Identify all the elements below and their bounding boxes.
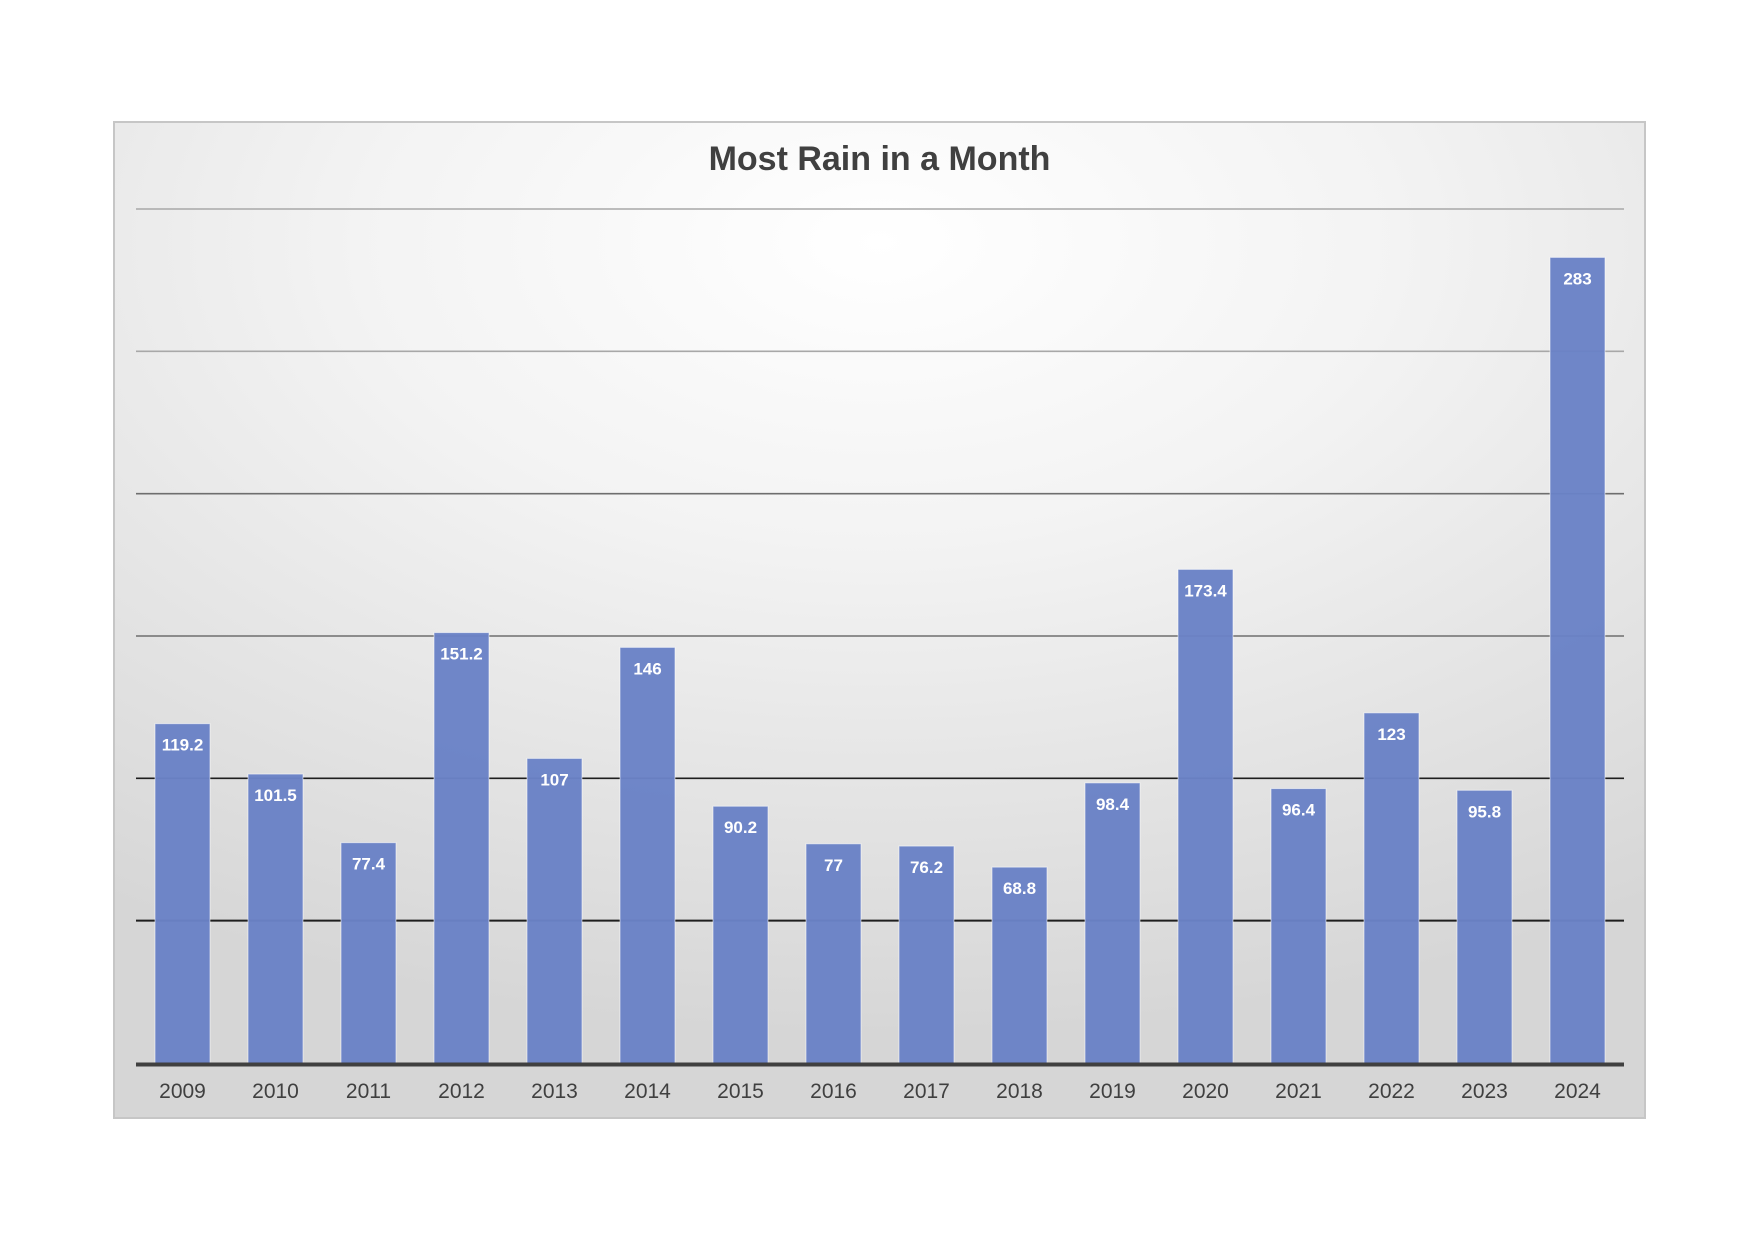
bar-2023 bbox=[1456, 789, 1513, 1064]
x-tick-label-2022: 2022 bbox=[1368, 1080, 1415, 1103]
bar-2015 bbox=[712, 805, 769, 1064]
x-tick-label-2014: 2014 bbox=[624, 1080, 671, 1103]
bar-2010 bbox=[247, 773, 304, 1064]
bar-2011 bbox=[340, 842, 397, 1064]
x-tick-label-2016: 2016 bbox=[810, 1080, 857, 1103]
x-tick-label-2015: 2015 bbox=[717, 1080, 764, 1103]
bar-value-label-2009: 119.2 bbox=[162, 736, 204, 755]
x-tick-label-2017: 2017 bbox=[903, 1080, 950, 1103]
x-tick-label-2009: 2009 bbox=[159, 1080, 206, 1103]
bar-value-label-2023: 95.8 bbox=[1468, 802, 1501, 821]
x-tick-label-2010: 2010 bbox=[252, 1080, 299, 1103]
bar-2013 bbox=[526, 757, 583, 1064]
bar-2024 bbox=[1549, 256, 1606, 1064]
bar-2012 bbox=[433, 632, 490, 1064]
bar-value-labels: 119.2 101.5 77.4 151.2 107 146 90.2 77 76.2 68.8 9… bbox=[162, 269, 1592, 898]
bar-value-label-2017: 76.2 bbox=[910, 858, 943, 877]
bar-value-label-2020: 173.4 bbox=[1184, 581, 1227, 600]
bar-2009 bbox=[154, 723, 211, 1064]
bar-2017 bbox=[898, 845, 955, 1064]
bar-2021 bbox=[1270, 788, 1327, 1064]
bar-value-label-2013: 107 bbox=[540, 770, 568, 789]
bar-2014 bbox=[619, 646, 676, 1064]
bar-2022 bbox=[1363, 712, 1420, 1064]
x-tick-label-2011: 2011 bbox=[346, 1080, 391, 1103]
chart-title: Most Rain in a Month bbox=[708, 140, 1051, 178]
x-tick-label-2021: 2021 bbox=[1275, 1080, 1322, 1103]
bar-value-label-2016: 77 bbox=[824, 856, 843, 875]
bar-value-label-2024: 283 bbox=[1563, 269, 1591, 288]
x-axis-tick-labels: 2009 2010 2011 2012 2013 2014 2015 2016 2017 2018… bbox=[159, 1080, 1601, 1103]
bar-value-label-2014: 146 bbox=[633, 659, 661, 678]
bar-value-label-2015: 90.2 bbox=[724, 818, 757, 837]
bar-2020 bbox=[1177, 568, 1234, 1064]
x-tick-label-2013: 2013 bbox=[531, 1080, 578, 1103]
bar-value-label-2012: 151.2 bbox=[440, 645, 483, 664]
bar-2019 bbox=[1084, 782, 1141, 1064]
bar-2016 bbox=[805, 843, 862, 1064]
bars bbox=[154, 256, 1606, 1064]
bar-value-label-2022: 123 bbox=[1377, 725, 1405, 744]
x-tick-label-2019: 2019 bbox=[1089, 1080, 1136, 1103]
x-tick-label-2020: 2020 bbox=[1182, 1080, 1229, 1103]
bar-value-label-2018: 68.8 bbox=[1003, 879, 1036, 898]
bar-value-label-2019: 98.4 bbox=[1096, 795, 1130, 814]
gridlines bbox=[136, 208, 1624, 922]
x-tick-label-2018: 2018 bbox=[996, 1080, 1043, 1103]
bar-value-label-2021: 96.4 bbox=[1282, 801, 1316, 820]
x-tick-label-2023: 2023 bbox=[1461, 1080, 1508, 1103]
x-tick-label-2024: 2024 bbox=[1554, 1080, 1601, 1103]
bar-value-label-2011: 77.4 bbox=[352, 855, 386, 874]
x-tick-label-2012: 2012 bbox=[438, 1080, 485, 1103]
bar-value-label-2010: 101.5 bbox=[254, 786, 297, 805]
